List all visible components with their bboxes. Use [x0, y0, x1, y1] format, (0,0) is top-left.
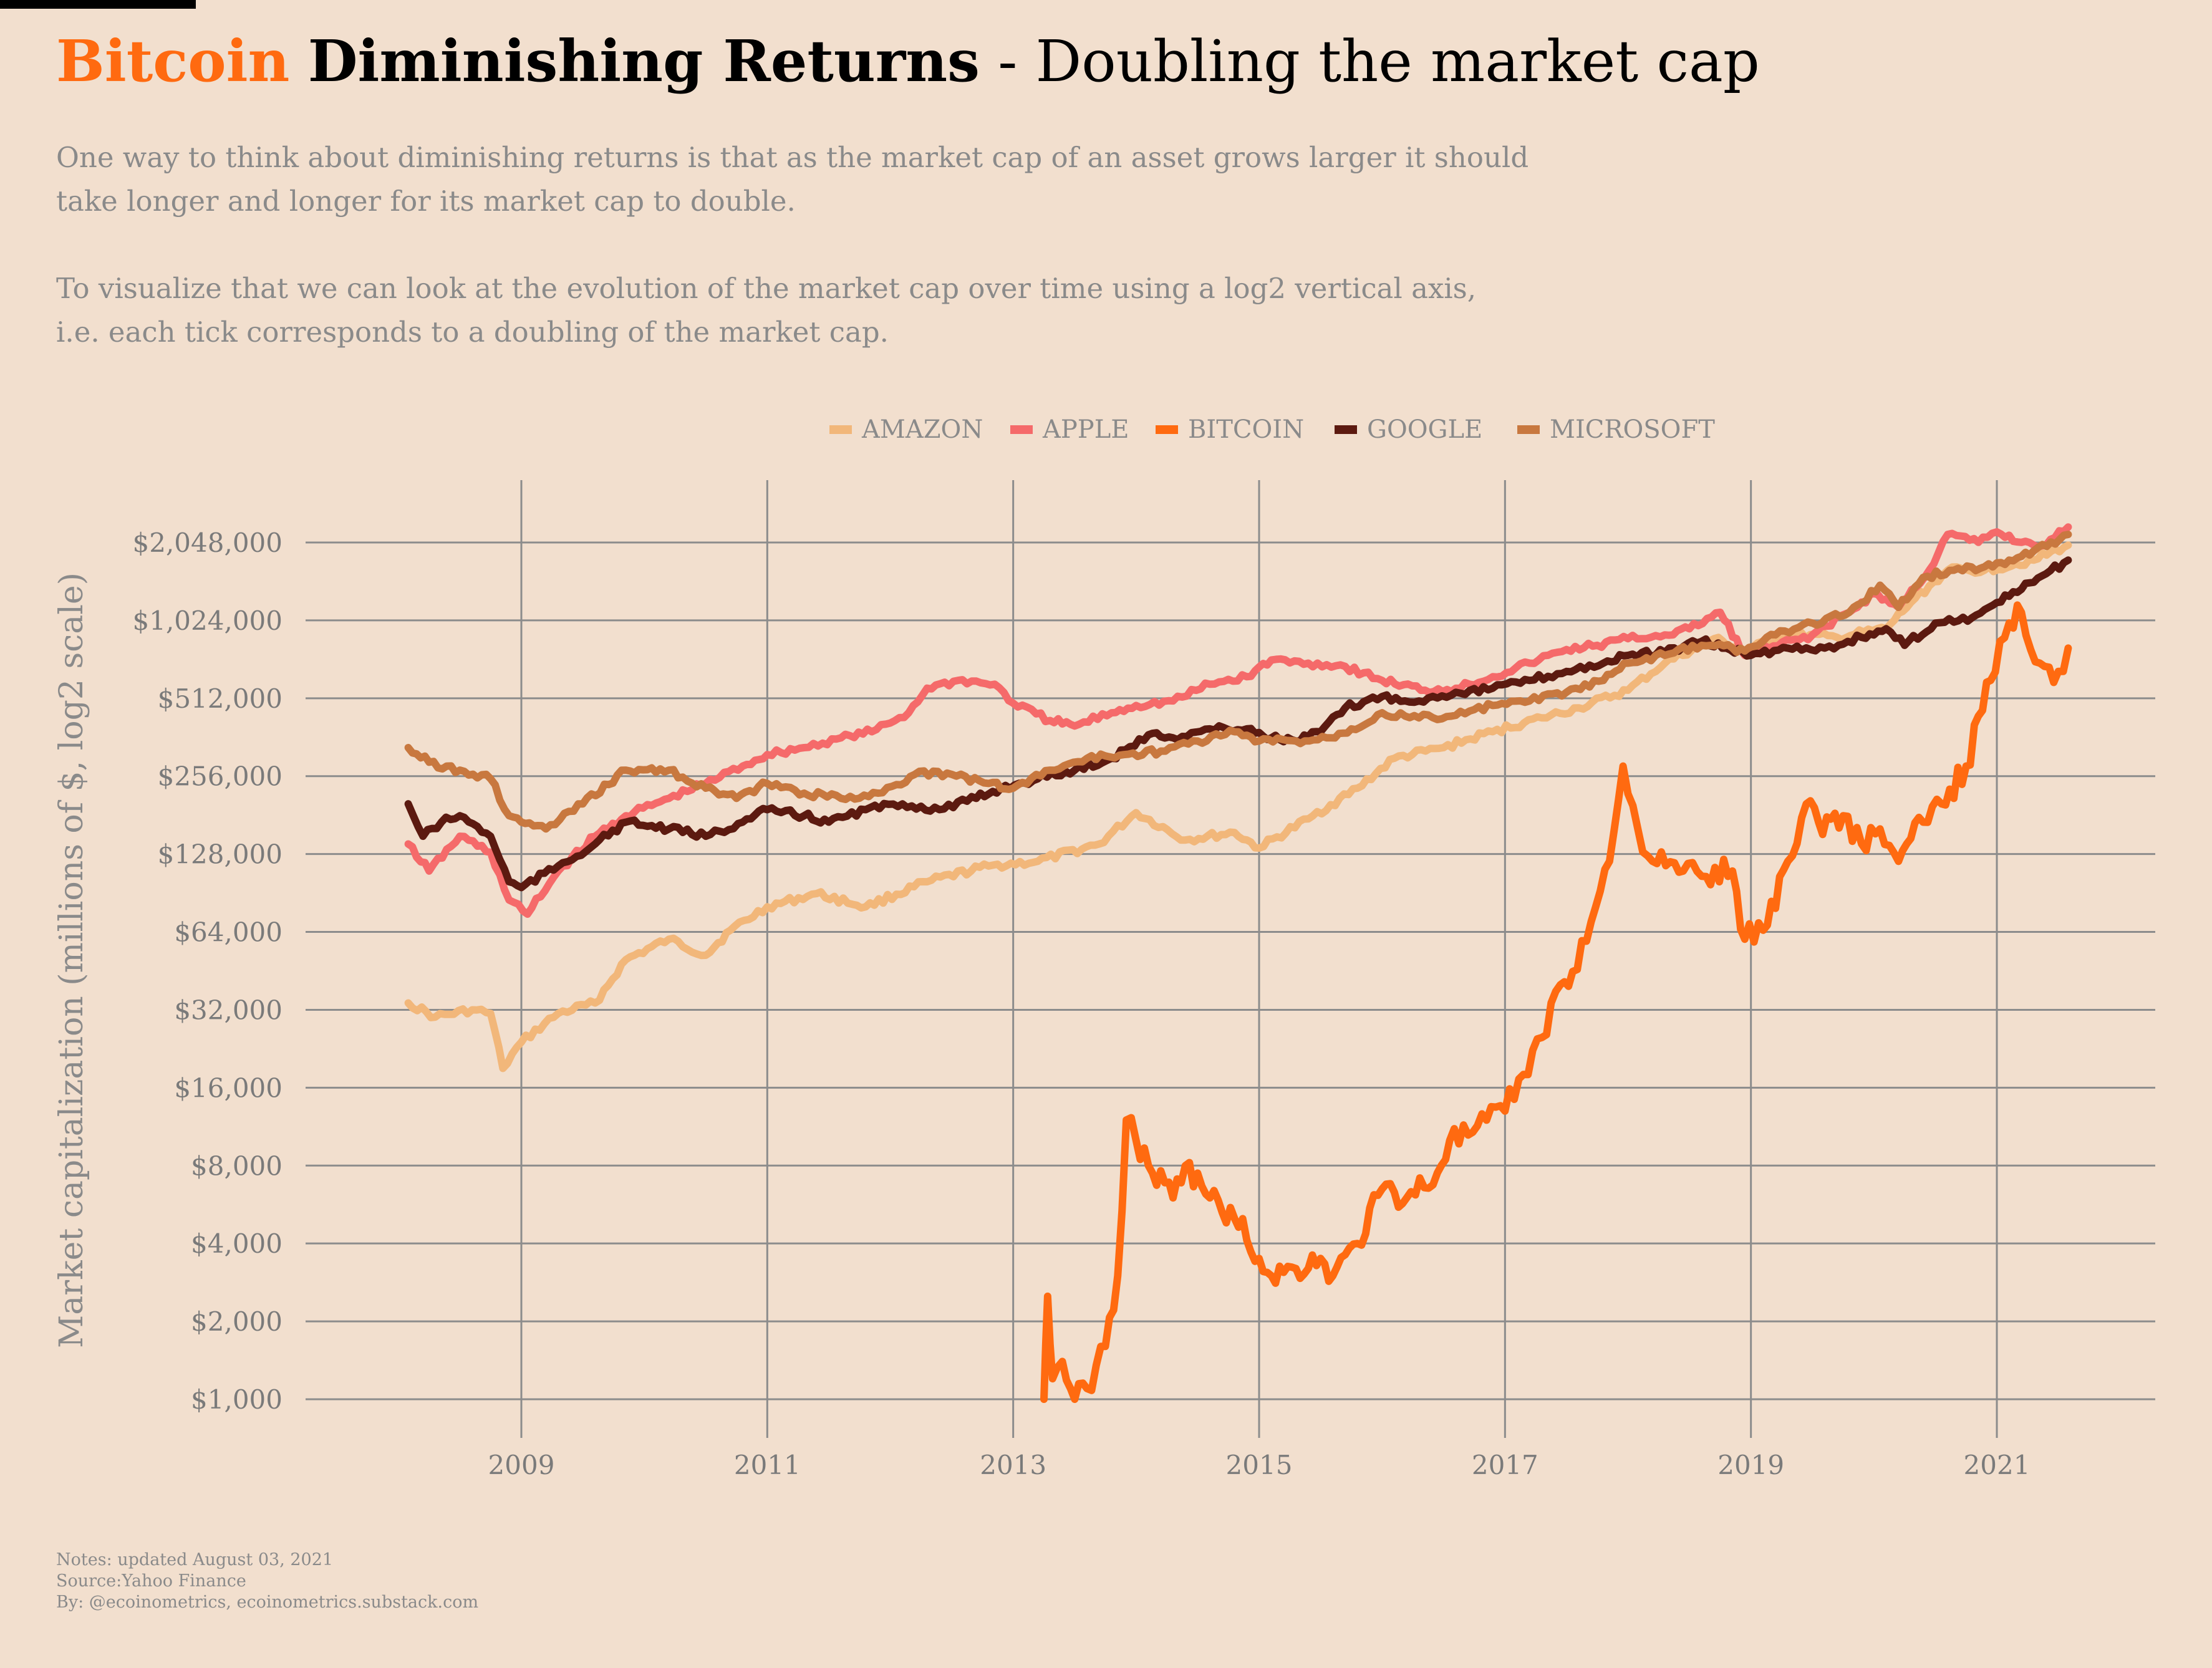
subtitle-line-2: take longer and longer for its market ca…	[56, 185, 796, 218]
y-tick-label: $256,000	[158, 761, 283, 792]
y-tick-label: $512,000	[158, 683, 283, 714]
x-tick-label: 2013	[980, 1450, 1046, 1480]
grid-lines	[306, 480, 2155, 1438]
title-doubling: - Doubling the market cap	[998, 28, 1760, 95]
y-axis-label: Market capitalization (millions of $, lo…	[53, 572, 90, 1348]
footnote-source: Source:Yahoo Finance	[56, 1571, 246, 1591]
x-tick-label: 2021	[1964, 1450, 2031, 1480]
series-line-microsoft	[404, 531, 2072, 833]
series-lines	[404, 523, 2072, 1403]
y-tick-label: $2,048,000	[133, 528, 283, 558]
legend-swatch	[1156, 425, 1178, 434]
legend-swatch	[829, 425, 852, 434]
legend-swatch	[1335, 425, 1357, 434]
legend-label: MICROSOFT	[1550, 415, 1715, 444]
y-tick-label: $4,000	[191, 1228, 283, 1259]
x-tick-label: 2017	[1472, 1450, 1538, 1480]
legend-label: AMAZON	[861, 415, 983, 444]
series-line-apple	[404, 523, 2072, 918]
x-tick-label: 2015	[1226, 1450, 1293, 1480]
legend-swatch	[1517, 425, 1540, 434]
subtitle-line-3: To visualize that we can look at the evo…	[56, 272, 1477, 305]
footnote-by: By: @ecoinometrics, ecoinometrics.substa…	[56, 1593, 479, 1612]
legend-label: BITCOIN	[1188, 415, 1304, 444]
y-tick-label: $32,000	[174, 995, 283, 1025]
y-tick-label: $1,024,000	[133, 605, 283, 636]
y-tick-label: $1,000	[191, 1384, 283, 1415]
x-tick-label: 2011	[734, 1450, 801, 1480]
corner-accent-bar	[0, 0, 196, 9]
y-tick-label: $16,000	[174, 1073, 283, 1103]
legend: AMAZON APPLE BITCOIN GOOGLE MICROSOFT	[829, 415, 1715, 444]
subtitle-line-4: i.e. each tick corresponds to a doubling…	[56, 316, 889, 349]
series-line-bitcoin	[1040, 601, 2072, 1403]
y-tick-label: $8,000	[191, 1150, 283, 1181]
y-tick-label: $128,000	[158, 839, 283, 870]
axes: $1,000 $2,000 $4,000 $8,000 $16,000 $32,000 $6…	[53, 528, 2030, 1480]
y-tick-label: $2,000	[191, 1306, 283, 1337]
page-title: Bitcoin Diminishing Returns - Doubling t…	[56, 24, 1760, 99]
legend-label: GOOGLE	[1367, 415, 1482, 444]
x-tick-label: 2009	[488, 1450, 555, 1480]
legend-label: APPLE	[1042, 415, 1129, 444]
x-tick-label: 2019	[1717, 1450, 1784, 1480]
legend-swatch	[1010, 425, 1033, 434]
subtitle-line-1: One way to think about diminishing retur…	[56, 141, 1529, 174]
title-bitcoin: Bitcoin	[56, 27, 290, 95]
footnote-notes: Notes: updated August 03, 2021	[56, 1550, 334, 1569]
series-line-google	[404, 556, 2072, 892]
title-diminishing-returns: Diminishing Returns	[307, 27, 980, 95]
y-tick-label: $64,000	[174, 917, 283, 948]
